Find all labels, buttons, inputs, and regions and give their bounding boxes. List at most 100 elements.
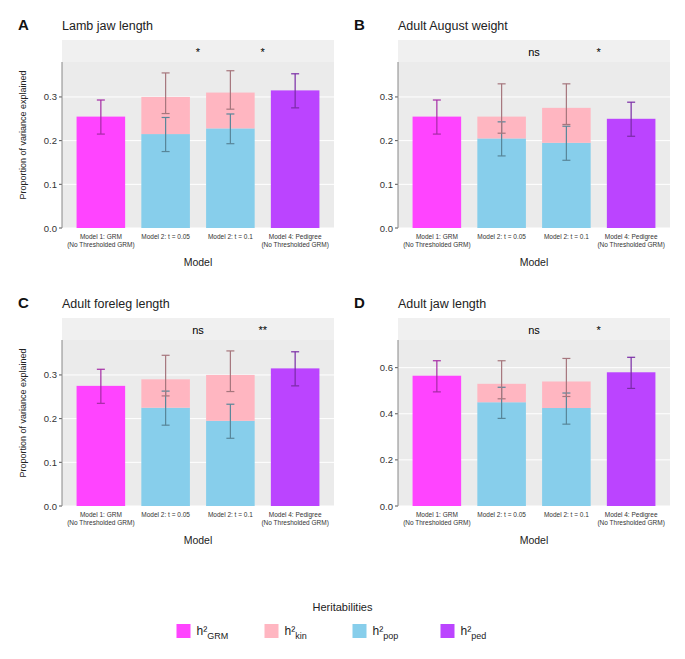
error-bar-cap — [291, 73, 299, 74]
y-axis-line — [62, 340, 63, 506]
error-bar — [562, 126, 570, 160]
error-bar — [433, 100, 441, 134]
marks — [77, 351, 320, 506]
error-bar-cap — [162, 113, 170, 114]
error-bar — [162, 355, 170, 396]
error-bar — [627, 357, 635, 388]
x-tick-label-line: Model 2: t = 0.05 — [141, 233, 190, 240]
error-bar-cap — [97, 369, 105, 370]
error-bar-cap — [498, 418, 506, 419]
x-tick-label: Model 2: t = 0.05 — [141, 511, 190, 518]
legend-swatch — [353, 624, 367, 638]
chart-root: ALamb jaw length**0.00.10.20.3Model 1: G… — [0, 0, 685, 659]
error-bar-cap — [291, 385, 299, 386]
error-bar-cap — [562, 126, 570, 127]
error-bar-cap — [162, 117, 170, 118]
panel-label: B — [354, 16, 365, 33]
legend-swatch — [441, 624, 455, 638]
error-bar-cap — [433, 133, 441, 134]
error-bar-stem — [230, 114, 231, 144]
plot-background — [62, 340, 334, 506]
bar — [271, 90, 320, 228]
significance-marker: ** — [258, 324, 267, 336]
y-tick-label: 0.3 — [380, 91, 393, 102]
significance-marker: ns — [528, 46, 540, 58]
error-bar — [562, 84, 570, 125]
error-bar — [291, 352, 299, 386]
significance-strip — [398, 318, 670, 340]
error-bar-cap — [162, 425, 170, 426]
error-bar-stem — [230, 351, 231, 392]
y-tick-label: 0.2 — [44, 135, 57, 146]
x-tick-label-line: Model 1: GRM — [416, 511, 458, 518]
y-tick-label: 0.1 — [44, 457, 57, 468]
y-tick-label: 0.0 — [44, 223, 57, 234]
error-bar-cap — [433, 360, 441, 361]
x-tick-label: Model 1: GRM(No Thresholded GRM) — [67, 511, 134, 527]
y-tick-label: 0.2 — [44, 413, 57, 424]
error-bar-stem — [566, 84, 567, 125]
error-bar-cap — [498, 83, 506, 84]
error-bar — [97, 100, 105, 134]
legend-label-main: h² — [461, 624, 472, 638]
error-bar-cap — [162, 355, 170, 356]
x-tick-label-line: (No Thresholded GRM) — [597, 519, 664, 527]
y-axis-line — [398, 340, 399, 506]
significance-strip — [62, 40, 334, 62]
bar — [206, 128, 255, 228]
legend-swatch — [265, 624, 279, 638]
significance-marker: * — [597, 46, 602, 58]
y-tick-label: 0.0 — [380, 223, 393, 234]
error-bar-cap — [291, 351, 299, 352]
error-bar — [562, 358, 570, 396]
x-tick-label: Model 2: t = 0.05 — [477, 511, 526, 518]
x-tick-label: Model 1: GRM(No Thresholded GRM) — [403, 233, 470, 249]
grid-line — [398, 96, 670, 97]
legend-label-main: h² — [197, 624, 208, 638]
error-bar — [226, 114, 234, 144]
x-tick-label: Model 4: Pedigree(No Thresholded GRM) — [597, 511, 664, 527]
error-bar-cap — [562, 83, 570, 84]
y-axis-line — [398, 62, 399, 228]
error-bar-cap — [627, 102, 635, 103]
error-bar-cap — [226, 391, 234, 392]
error-bar-stem — [501, 361, 502, 399]
y-axis-label: Proportion of variance explained — [18, 348, 28, 477]
significance-marker: * — [261, 46, 266, 58]
legend-label-main: h² — [285, 624, 296, 638]
error-bar-cap — [562, 424, 570, 425]
x-tick-label: Model 2: t = 0.1 — [544, 511, 589, 518]
error-bar-cap — [226, 143, 234, 144]
panel: CAdult foreleg lengthns**0.00.10.20.3Mod… — [18, 294, 334, 546]
error-bar-stem — [165, 117, 166, 151]
error-bar-cap — [562, 358, 570, 359]
plot-background — [398, 62, 670, 228]
error-bar — [162, 73, 170, 114]
error-bar-stem — [566, 126, 567, 160]
error-bar-cap — [291, 107, 299, 108]
bar — [607, 372, 656, 506]
error-bar-stem — [230, 71, 231, 109]
error-bar-stem — [436, 100, 437, 134]
x-tick-label: Model 2: t = 0.1 — [208, 233, 253, 240]
significance-marker: ns — [192, 324, 204, 336]
x-tick-label-line: Model 2: t = 0.1 — [544, 511, 589, 518]
error-bar — [498, 84, 506, 133]
y-tick-label: 0.4 — [380, 408, 393, 419]
error-bar-cap — [97, 133, 105, 134]
x-tick-label-line: Model 1: GRM — [416, 233, 458, 240]
x-tick-label-line: Model 2: t = 0.05 — [477, 233, 526, 240]
error-bar — [627, 102, 635, 136]
panel-label: A — [18, 16, 29, 33]
x-tick-label-line: Model 1: GRM — [80, 233, 122, 240]
panel-label: D — [354, 294, 365, 311]
error-bar-stem — [295, 352, 296, 386]
error-bar-stem — [100, 100, 101, 134]
error-bar — [162, 391, 170, 425]
error-bar-cap — [97, 99, 105, 100]
y-tick-label: 0.6 — [380, 362, 393, 373]
x-tick-label-line: Model 2: t = 0.05 — [141, 511, 190, 518]
x-tick-label-line: Model 2: t = 0.05 — [477, 511, 526, 518]
x-tick-label-line: (No Thresholded GRM) — [261, 519, 328, 527]
error-bar-stem — [230, 404, 231, 438]
